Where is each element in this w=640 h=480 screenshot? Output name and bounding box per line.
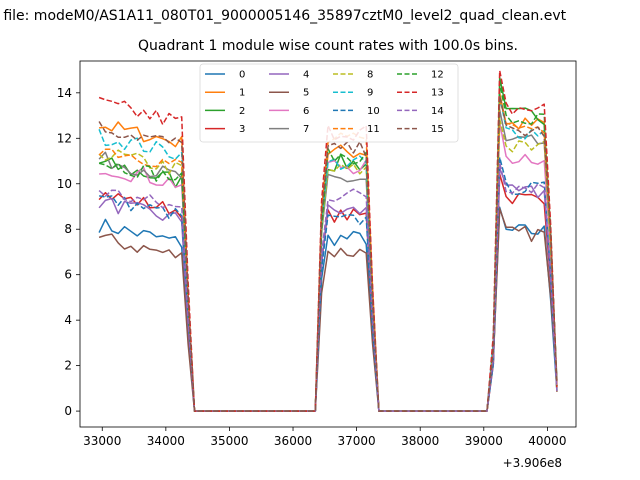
y-tick-label: 14 [57, 86, 72, 100]
series-line-15 [98, 94, 558, 412]
legend-label: 14 [431, 106, 444, 117]
figure-suptitle: n file: modeM0/AS1A11_080T01_9000005146_… [0, 8, 567, 24]
legend-frame [199, 63, 459, 143]
legend-label: 10 [367, 106, 380, 117]
legend-label: 4 [303, 70, 309, 81]
legend-label: 3 [239, 124, 245, 135]
x-tick-label: 38000 [401, 434, 439, 448]
y-tick-label: 2 [64, 359, 72, 373]
series-line-10 [98, 156, 558, 412]
y-tick-label: 8 [64, 222, 72, 236]
legend-label: 11 [367, 124, 380, 135]
legend-label: 9 [367, 88, 373, 99]
legend-label: 0 [239, 70, 245, 81]
axis-ticks: 33000 34000 35000 36000 37000 38000 39000 40000… [57, 86, 567, 448]
x-tick-label: 39000 [465, 434, 503, 448]
legend-label: 2 [239, 106, 245, 117]
x-tick-label: 37000 [338, 434, 376, 448]
legend-label: 15 [431, 124, 444, 135]
y-tick-label: 12 [57, 131, 72, 145]
x-tick-label: 33000 [83, 434, 121, 448]
y-tick-label: 6 [64, 268, 72, 282]
legend-label: 7 [303, 124, 309, 135]
legend-label: 5 [303, 88, 309, 99]
legend-label: 1 [239, 88, 245, 99]
legend-label: 12 [431, 70, 444, 81]
y-tick-label: 4 [64, 313, 72, 327]
y-tick-label: 0 [64, 404, 72, 418]
legend-label: 13 [431, 88, 444, 99]
x-tick-label: 40000 [528, 434, 566, 448]
chart-title: Quadrant 1 module wise count rates with … [138, 38, 518, 54]
legend-label: 6 [303, 106, 309, 117]
axes-frame [79, 60, 577, 428]
x-offset-label: +3.906e8 [503, 456, 562, 470]
x-tick-label: 36000 [274, 434, 312, 448]
legend-label: 8 [367, 70, 373, 81]
y-tick-label: 10 [57, 177, 72, 191]
x-tick-label: 34000 [147, 434, 185, 448]
series-line-14 [98, 161, 558, 412]
x-tick-label: 35000 [210, 434, 248, 448]
